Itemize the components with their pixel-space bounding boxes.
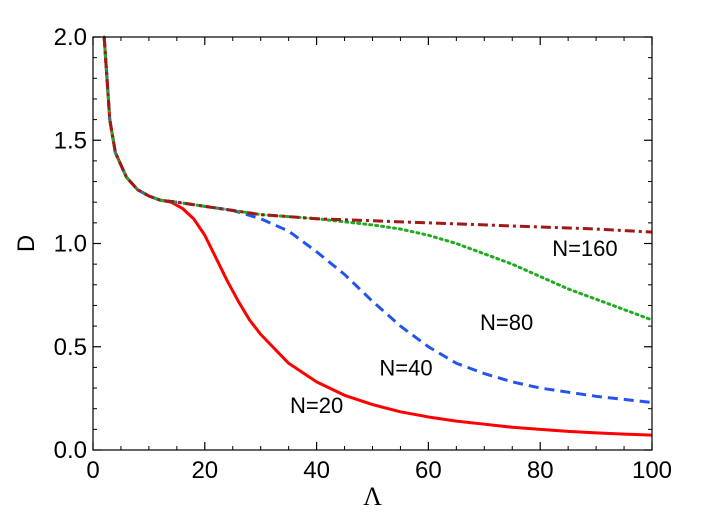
x-tick-label: 40 (303, 457, 330, 484)
series-line-n-160 (102, 36, 653, 234)
x-tick-label: 80 (527, 457, 554, 484)
y-axis-label: D (13, 235, 40, 252)
series-layer (102, 35, 654, 437)
plot-frame (92, 36, 653, 451)
series-line-n-40 (102, 36, 653, 404)
curve-label-n-160: N=160 (552, 236, 617, 261)
series-line-n-80 (102, 35, 654, 322)
curve-label-n-20: N=20 (290, 393, 343, 418)
y-tick-label: 2.0 (54, 24, 87, 51)
curve-label-n-40: N=40 (379, 356, 432, 381)
y-tick-label: 1.0 (54, 231, 87, 258)
x-axis-label: Λ (363, 482, 382, 511)
curve-label-n-80: N=80 (480, 310, 533, 335)
x-tick-label: 100 (632, 457, 672, 484)
x-tick-label: 20 (191, 457, 218, 484)
labels-layer: 0 20 40 60 80 100 0.0 0.5 1.0 1.5 2.0 N=20 N=40 N=80 N… (54, 24, 672, 484)
x-tick-label: 0 (86, 457, 99, 484)
y-tick-label: 0.0 (54, 437, 87, 464)
y-tick-label: 1.5 (54, 127, 87, 154)
y-tick-label: 0.5 (54, 334, 87, 361)
x-tick-label: 60 (415, 457, 442, 484)
